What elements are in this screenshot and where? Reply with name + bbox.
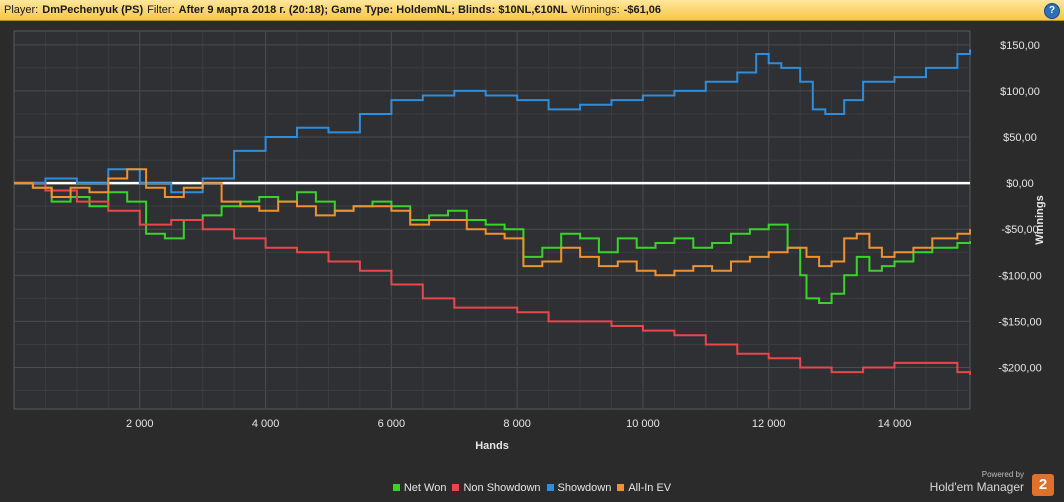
y-tick-label: -$200,00 — [998, 363, 1041, 375]
y-tick-label: $0,00 — [1006, 178, 1034, 190]
brand-powered-text: Powered by — [981, 470, 1024, 479]
y-tick-label: $50,00 — [1003, 132, 1037, 144]
series-line-all-in-ev — [14, 168, 971, 277]
y-tick-label: $150,00 — [1000, 40, 1040, 52]
x-tick-label: 6 000 — [378, 418, 406, 430]
y-tick-label: -$150,00 — [998, 316, 1041, 328]
x-tick-label: 12 000 — [752, 418, 786, 430]
legend-label: All-In EV — [628, 482, 672, 494]
legend-item-all-in-ev[interactable]: All-In EV — [617, 482, 671, 494]
legend-item-net-won[interactable]: Net Won — [392, 482, 447, 494]
legend-label: Showdown — [557, 482, 612, 494]
series-layer — [14, 49, 971, 375]
help-icon[interactable]: ? — [1044, 3, 1060, 19]
legend-item-showdown[interactable]: Showdown — [546, 482, 612, 494]
x-tick-label: 14 000 — [878, 418, 912, 430]
winnings-value: -$61,06 — [623, 4, 662, 16]
x-tick-label: 8 000 — [503, 418, 531, 430]
chart-filter-bar: Player: DmPechenyuk (PS) Filter: After 9 ма… — [0, 0, 1064, 21]
x-tick-labels: 2 000 4 000 6 000 8 000 10 000 12 000 14 000 — [126, 418, 911, 430]
legend-swatch-icon — [617, 484, 625, 491]
winnings-label: Winnings: — [571, 4, 620, 16]
winnings-chart: 2 000 4 000 6 000 8 000 10 000 12 000 14 000 $… — [13, 30, 1046, 452]
legend-swatch-icon — [392, 484, 400, 491]
x-tick-label: 10 000 — [626, 418, 660, 430]
brand-name: Hold'em Manager — [929, 480, 1024, 494]
legend-label: Net Won — [403, 482, 447, 494]
filter-value: After 9 марта 2018 г. (20:18); Game Type… — [178, 4, 568, 16]
y-tick-label: -$100,00 — [998, 270, 1041, 282]
player-value: DmPechenyuk (PS) — [42, 4, 144, 16]
x-tick-label: 2 000 — [126, 418, 154, 430]
y-tick-labels: $150,00 $100,00 $50,00 $0,00 -$50,00 -$100,00… — [998, 40, 1041, 375]
legend-item-non-showdown[interactable]: Non Showdown — [452, 482, 541, 494]
series-line-non-showdown — [14, 182, 971, 375]
y-tick-label: $100,00 — [1000, 86, 1040, 98]
player-label: Player: — [4, 4, 39, 16]
plot-background — [13, 30, 971, 410]
legend-swatch-icon — [452, 484, 460, 491]
chart-legend: Net Won Non Showdown Showdown All-In EV — [0, 482, 1064, 494]
y-axis-title: Winnings — [1034, 195, 1046, 244]
hm2-logo-icon: 2 — [1032, 474, 1054, 496]
filter-label: Filter: — [147, 4, 175, 16]
x-tick-label: 4 000 — [252, 418, 280, 430]
x-axis-title: Hands — [475, 440, 509, 452]
legend-label: Non Showdown — [463, 482, 541, 494]
y-tick-label: -$50,00 — [1001, 224, 1038, 236]
brand-logo: Powered by Hold'em Manager 2 — [914, 470, 1054, 498]
y-gridlines — [14, 44, 970, 392]
legend-swatch-icon — [546, 484, 554, 491]
